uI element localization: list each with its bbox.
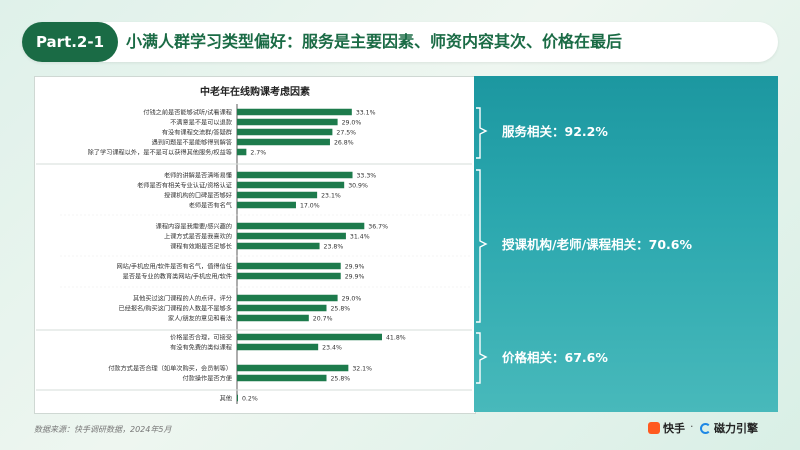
group-summary-label: 价格相关：67.6% xyxy=(502,350,608,365)
bar-category-label: 授课机构的口碑是否够好 xyxy=(164,192,232,200)
bar-value-label: 29.0% xyxy=(342,120,362,127)
bar-value-label: 25.8% xyxy=(330,306,350,313)
bar xyxy=(237,118,338,126)
group-summary-label: 授课机构/老师/课程相关：70.6% xyxy=(502,237,692,252)
bar-value-label: 33.3% xyxy=(357,173,377,180)
bar-category-label: 家人/朋友的意见和看法 xyxy=(168,315,232,323)
bar xyxy=(237,171,353,179)
bar xyxy=(237,128,333,136)
bar-value-label: 2.7% xyxy=(250,150,266,157)
bar-category-label: 有没有课程交流群/答疑群 xyxy=(162,129,232,137)
bar-value-label: 33.1% xyxy=(356,110,376,117)
group-summary-label: 服务相关：92.2% xyxy=(502,124,608,139)
summary-panel xyxy=(474,76,778,412)
bar-category-label: 付款方式是否合理（如单次购买，会员制等） xyxy=(108,365,232,373)
bar-category-label: 不满意是不是可以退款 xyxy=(170,119,232,127)
bar-value-label: 23.1% xyxy=(321,193,341,200)
bar xyxy=(237,108,352,116)
bar-category-label: 遇到问题是不是能够得到解答 xyxy=(152,139,232,147)
kuaishou-logo-icon xyxy=(648,422,660,434)
bar-category-label: 除了学习课程以外，是不是可以获得其他服务/权益等 xyxy=(88,149,232,157)
bar-category-label: 老师的讲解是否清晰易懂 xyxy=(164,172,232,180)
kuaishou-logo-text: 快手 xyxy=(663,422,685,435)
bar-value-label: 27.5% xyxy=(336,130,356,137)
bar xyxy=(237,364,349,372)
bar-category-label: 已经报名/购买这门课程的人数是不是够多 xyxy=(119,305,232,313)
bar-value-label: 31.4% xyxy=(350,234,370,241)
bar-value-label: 29.0% xyxy=(342,296,362,303)
bar xyxy=(237,222,365,230)
bar-value-label: 23.4% xyxy=(322,345,342,352)
bar-value-label: 25.8% xyxy=(330,376,350,383)
bar-value-label: 29.9% xyxy=(345,264,365,271)
bar xyxy=(237,138,330,146)
group-bracket xyxy=(476,107,488,159)
bar-category-label: 老师是否有名气 xyxy=(189,202,232,210)
bar xyxy=(237,191,318,199)
part-badge: Part.2-1 xyxy=(22,22,118,62)
bar-category-label: 网站/手机应用/软件是否有名气，值得信任 xyxy=(116,263,232,271)
bar-category-label: 是否是专业的教育类网站/手机应用/软件 xyxy=(123,273,232,281)
header-bar: Part.2-1 小满人群学习类型偏好：服务是主要因素、师资内容其次、价格在最后 xyxy=(22,22,778,62)
bar xyxy=(237,262,341,270)
bar-category-label: 价格是否合理，可接受 xyxy=(170,334,232,342)
bar-category-label: 其他买过这门课程的人的点评，评分 xyxy=(133,295,232,303)
bar xyxy=(237,201,296,209)
bar xyxy=(237,304,327,312)
bar-category-label: 付款操作是否方便 xyxy=(183,375,233,383)
bar-value-label: 17.0% xyxy=(300,203,320,210)
cili-logo-text: 磁力引擎 xyxy=(714,422,758,435)
logo-separator: · xyxy=(690,420,694,433)
bar-category-label: 有没有免费的类似课程 xyxy=(170,344,232,352)
bar xyxy=(237,374,327,382)
bar-value-label: 29.9% xyxy=(345,274,365,281)
bar-category-label: 课程内容是我需要/感兴趣的 xyxy=(156,223,232,231)
bar xyxy=(237,343,319,351)
cili-logo: 磁力引擎 xyxy=(700,420,758,436)
bar xyxy=(237,242,320,250)
bar-value-label: 26.8% xyxy=(334,140,354,147)
data-source-footnote: 数据来源：快手调研数据，2024年5月 xyxy=(34,425,172,434)
bar-value-label: 23.8% xyxy=(324,244,344,251)
kuaishou-logo: 快手 xyxy=(648,420,685,436)
bar-category-label: 其他 xyxy=(220,395,232,403)
bar xyxy=(237,181,345,189)
bar xyxy=(237,148,247,156)
bar-category-label: 上课方式是否是我喜欢的 xyxy=(164,233,232,241)
page-title: 小满人群学习类型偏好：服务是主要因素、师资内容其次、价格在最后 xyxy=(126,32,623,51)
bar-value-label: 20.7% xyxy=(313,316,333,323)
bar-category-label: 付钱之前是否能够试听/试看课程 xyxy=(143,109,232,117)
cili-logo-icon xyxy=(700,422,711,434)
bar xyxy=(237,232,346,240)
bar-value-label: 41.8% xyxy=(386,335,406,342)
bar-value-label: 32.1% xyxy=(352,366,372,373)
bar-category-label: 老师是否有相关专业认证/资格认证 xyxy=(137,182,232,190)
bar xyxy=(237,394,238,402)
bar xyxy=(237,294,338,302)
bar-value-label: 36.7% xyxy=(368,224,388,231)
chart-title: 中老年在线购课考虑因素 xyxy=(200,87,310,98)
bar-value-label: 30.9% xyxy=(348,183,368,190)
bar xyxy=(237,333,382,341)
group-bracket xyxy=(476,169,488,323)
bar xyxy=(237,314,309,322)
group-bracket xyxy=(476,332,488,384)
bar-value-label: 0.2% xyxy=(242,396,258,403)
bar-category-label: 课程有效期是否足够长 xyxy=(170,243,232,251)
bar xyxy=(237,272,341,280)
